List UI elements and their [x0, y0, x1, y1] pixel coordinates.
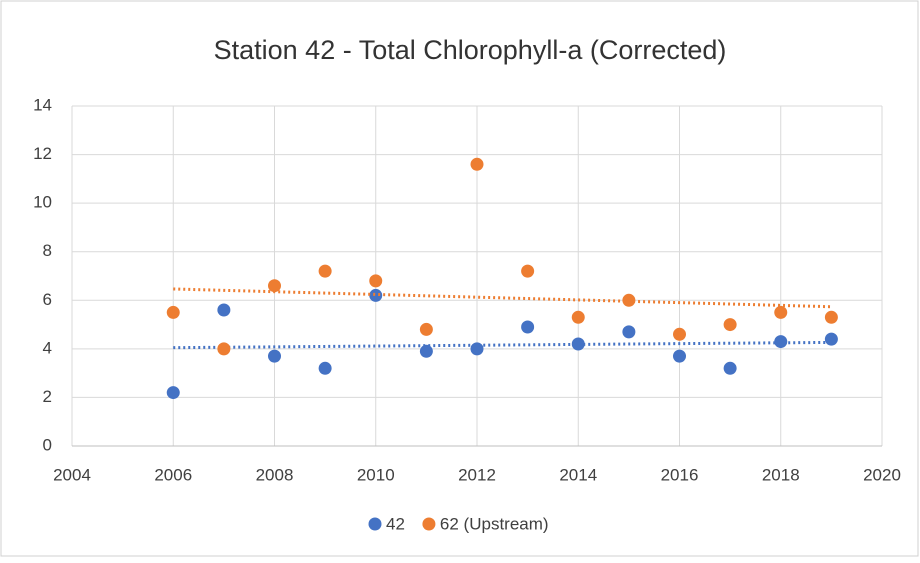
point — [723, 318, 737, 332]
point — [217, 342, 231, 356]
x-tick-label: 2004 — [53, 465, 91, 484]
y-tick-label: 14 — [33, 95, 52, 114]
x-tick-label: 2008 — [256, 465, 294, 484]
point — [673, 327, 686, 341]
point — [824, 310, 838, 324]
y-tick-label: 8 — [43, 241, 52, 260]
y-tick-label: 0 — [43, 435, 52, 454]
point — [622, 325, 636, 339]
x-tick-label: 2016 — [661, 465, 699, 484]
point — [419, 344, 433, 358]
x-tick-label: 2006 — [154, 465, 192, 484]
x-tick-label: 2010 — [357, 465, 395, 484]
x-tick-label: 2018 — [762, 465, 800, 484]
y-tick-label: 10 — [33, 193, 52, 212]
chart-title: Station 42 - Total Chlorophyll-a (Correc… — [214, 35, 727, 65]
point — [419, 322, 433, 336]
point — [318, 264, 332, 278]
point — [774, 335, 788, 349]
point — [217, 303, 231, 317]
point — [166, 386, 180, 400]
point — [824, 332, 838, 346]
legend-marker — [368, 517, 382, 531]
point — [470, 157, 484, 171]
y-tick-label: 6 — [43, 290, 52, 309]
y-tick-label: 4 — [43, 338, 52, 357]
legend-label: 42 — [386, 514, 405, 533]
legend-marker — [422, 517, 436, 531]
point — [774, 305, 788, 319]
point — [166, 305, 180, 319]
point — [369, 288, 383, 302]
x-tick-label: 2020 — [863, 465, 901, 484]
y-tick-label: 12 — [33, 144, 52, 163]
point — [268, 349, 281, 363]
point — [268, 279, 281, 293]
point — [521, 320, 535, 334]
point — [521, 264, 535, 278]
legend-label: 62 (Upstream) — [440, 514, 549, 533]
point — [571, 310, 585, 324]
point — [673, 349, 686, 363]
point — [571, 337, 585, 351]
y-tick-label: 2 — [43, 387, 52, 406]
point — [723, 361, 737, 375]
point — [622, 293, 636, 307]
x-tick-label: 2012 — [458, 465, 496, 484]
point — [369, 274, 383, 288]
point — [318, 361, 332, 375]
x-tick-label: 2014 — [559, 465, 597, 484]
point — [470, 342, 484, 356]
